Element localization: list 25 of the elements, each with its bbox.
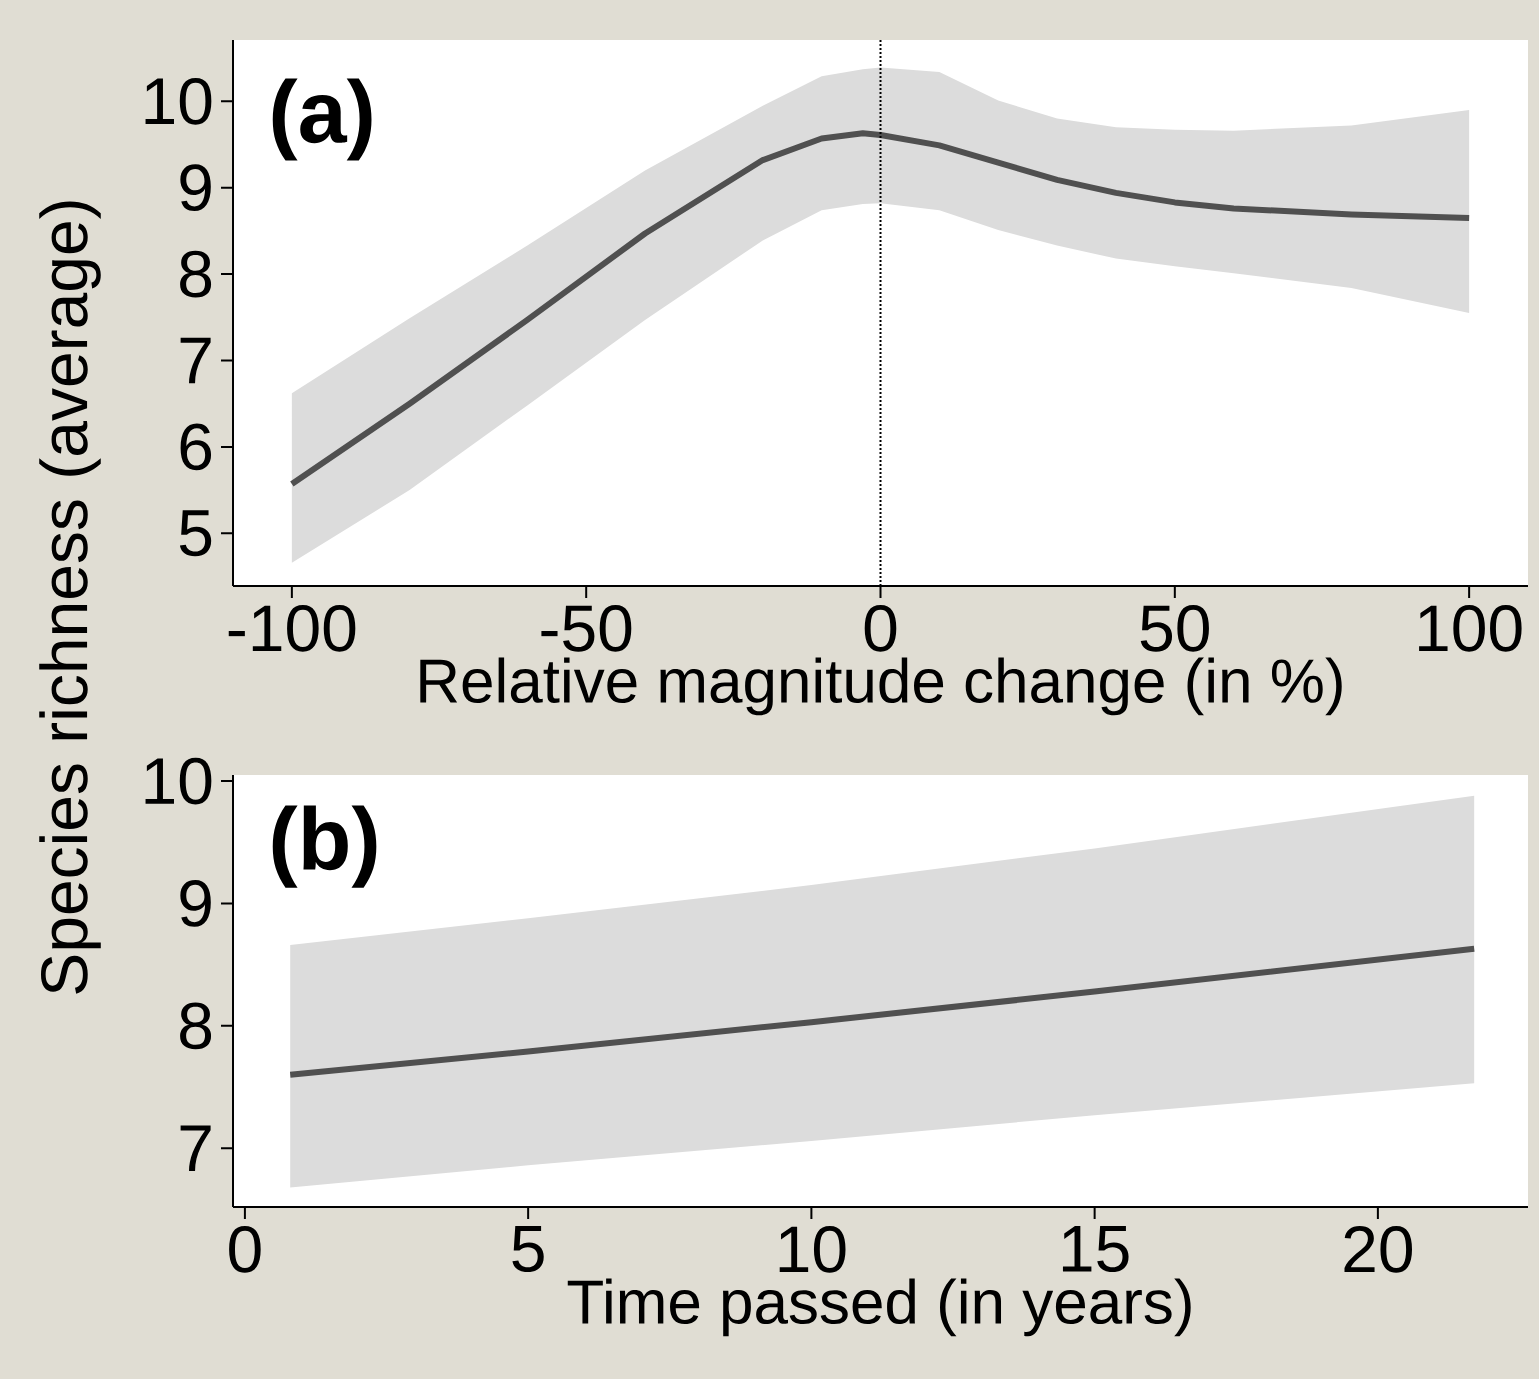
annotation: (b) (272, 805, 377, 888)
x-tick-label: 20 (1344, 1226, 1412, 1273)
x-tick-label: 0 (864, 605, 897, 652)
y-tick-label: 9 (180, 164, 211, 212)
y-axis-title: Species richness (average) (39, 201, 101, 994)
y-tick-label: 8 (180, 1002, 212, 1050)
y-tick-label: 6 (180, 423, 212, 471)
annotation: (a) (272, 78, 372, 161)
y-tick-label: 5 (179, 510, 212, 557)
x-tick-label: 5 (512, 1226, 544, 1273)
y-tick-label: 7 (180, 337, 211, 384)
y-tick-label: 10 (145, 757, 212, 805)
x-tick-label: 50 (1140, 605, 1209, 652)
x-tick-label: -50 (541, 605, 632, 652)
y-tick-label: 7 (180, 1125, 211, 1171)
x-axis-title: Time passed (in years) (567, 1278, 1191, 1337)
x-axis-title: Relative magnitude change (in %) (420, 657, 1342, 716)
y-tick-label: 8 (180, 250, 212, 298)
y-tick-label: 9 (180, 880, 211, 927)
x-tick-label: 100 (1419, 605, 1522, 652)
y-tick-label: 10 (145, 77, 212, 125)
x-tick-label: 0 (229, 1226, 261, 1273)
x-tick-label: 10 (779, 1226, 846, 1273)
x-tick-label: 15 (1062, 1226, 1129, 1273)
x-tick-label: -100 (228, 605, 356, 652)
